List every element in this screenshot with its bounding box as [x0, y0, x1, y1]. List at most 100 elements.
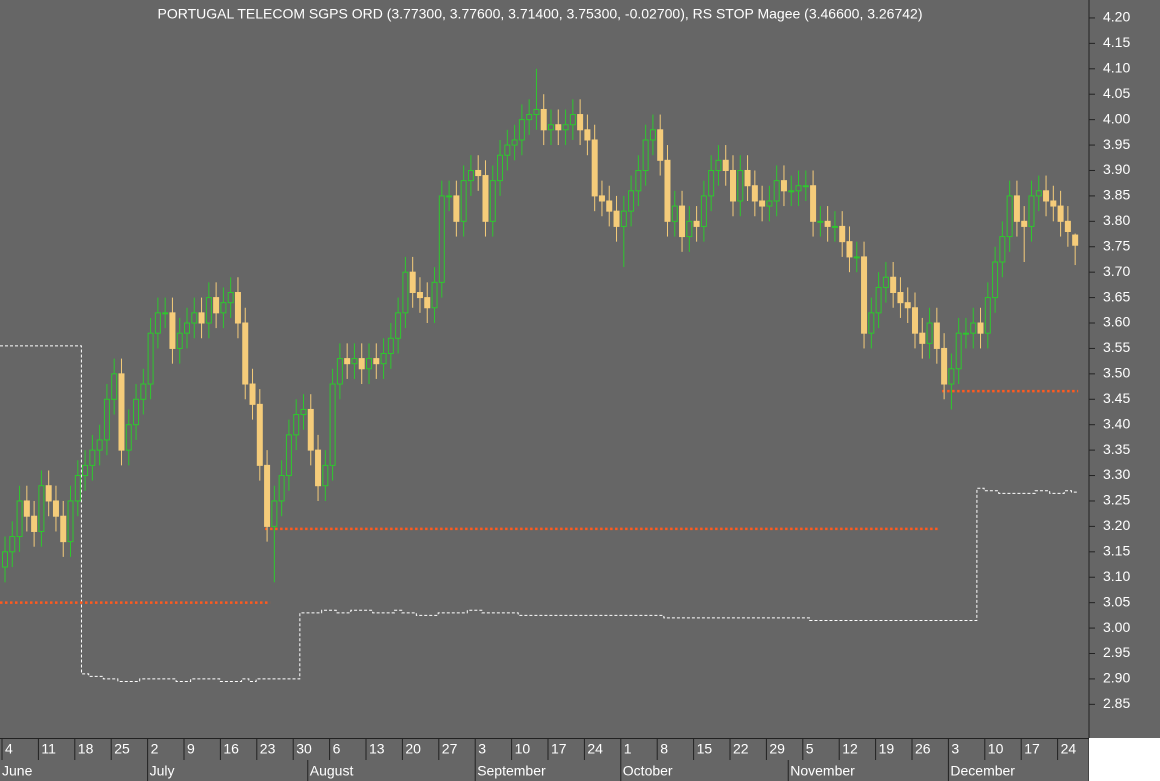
candle-body	[184, 322, 190, 334]
y-tick-label: 3.55	[1103, 339, 1130, 355]
candle-body	[868, 312, 875, 334]
x-tick-label: 20	[405, 741, 421, 757]
candle-body	[686, 220, 693, 238]
candle-body	[205, 297, 212, 324]
candle-body	[533, 108, 540, 116]
candle-body	[526, 114, 533, 121]
candle-body	[446, 195, 453, 198]
x-tick-label: 29	[769, 741, 785, 757]
candle-body	[1050, 200, 1057, 207]
candle-body	[23, 500, 30, 517]
x-tick-label: 3	[478, 741, 486, 757]
x-tick-label: 26	[915, 741, 931, 757]
x-tick-label: 17	[551, 741, 567, 757]
candle-body	[329, 383, 336, 466]
candle-body	[955, 332, 962, 370]
candle-body	[220, 302, 227, 314]
x-tick-label: 25	[114, 741, 130, 757]
candle-body	[416, 292, 423, 299]
candle-body	[591, 139, 598, 197]
candle-body	[242, 322, 249, 385]
candle-body	[344, 358, 351, 365]
x-tick-label: 2	[151, 741, 159, 757]
candle-body	[715, 159, 722, 171]
y-tick-label: 3.80	[1103, 212, 1130, 228]
y-tick-label: 4.15	[1103, 34, 1130, 50]
candle-body	[256, 403, 263, 466]
candle-body	[882, 276, 889, 288]
candle-body	[475, 169, 482, 177]
candle-body	[373, 358, 380, 365]
candle-body	[941, 347, 948, 385]
candle-body	[759, 200, 766, 207]
y-tick-label: 4.10	[1103, 59, 1130, 75]
x-tick-label: 11	[41, 741, 56, 757]
candle-body	[649, 129, 656, 141]
y-tick-label: 3.30	[1103, 466, 1130, 482]
y-tick-label: 3.90	[1103, 161, 1130, 177]
chart-title: PORTUGAL TELECOM SGPS ORD (3.77300, 3.77…	[157, 6, 922, 22]
corner	[1089, 738, 1160, 781]
candle-body	[1006, 195, 1013, 238]
candle-body	[948, 368, 955, 385]
candle-body	[154, 312, 161, 334]
candle-body	[773, 180, 780, 202]
candle-body	[620, 210, 627, 227]
candle-body	[118, 373, 125, 451]
candle-body	[67, 500, 74, 543]
candle-body	[140, 383, 147, 400]
x-tick-label: 17	[1024, 741, 1040, 757]
candle-body	[358, 358, 365, 370]
y-tick-label: 3.95	[1103, 136, 1130, 152]
month-label: November	[790, 763, 855, 779]
y-tick-label: 4.05	[1103, 85, 1130, 101]
candle-body	[380, 353, 387, 365]
candle-body	[802, 185, 809, 188]
y-tick-label: 3.60	[1103, 314, 1130, 330]
candle-body	[504, 144, 511, 156]
month-label: September	[477, 763, 546, 779]
candle-body	[708, 169, 715, 197]
candle-body	[766, 200, 773, 207]
candle-body	[780, 180, 787, 192]
candle-body	[919, 332, 926, 344]
candle-body	[52, 500, 59, 517]
candle-body	[613, 210, 620, 227]
candle-body	[598, 195, 605, 202]
candle-body	[38, 485, 45, 532]
candle-body	[970, 322, 977, 334]
candle-body	[642, 139, 649, 171]
y-tick-label: 3.25	[1103, 492, 1130, 508]
y-tick-label: 3.85	[1103, 187, 1130, 203]
candle-body	[664, 159, 671, 222]
candle-body	[933, 322, 940, 349]
candle-body	[657, 129, 664, 161]
month-label: October	[623, 763, 673, 779]
candle-body	[402, 271, 409, 314]
x-tick-label: 10	[988, 741, 1004, 757]
candle-body	[191, 312, 198, 324]
x-tick-label: 8	[660, 741, 668, 757]
candle-body	[904, 302, 911, 309]
candle-body	[671, 205, 678, 222]
candle-body	[307, 408, 314, 451]
x-tick-label: 16	[223, 741, 239, 757]
candle-body	[176, 332, 183, 349]
candle-body	[125, 424, 132, 451]
y-tick-label: 3.40	[1103, 415, 1130, 431]
y-tick-label: 3.15	[1103, 543, 1130, 559]
candle-body	[744, 169, 751, 187]
candle-body	[635, 169, 642, 192]
candle-body	[788, 190, 795, 193]
candle-body	[147, 332, 154, 385]
x-tick-label: 5	[806, 741, 814, 757]
candle-body	[824, 220, 831, 227]
candle-body	[227, 292, 234, 304]
candle-body	[853, 256, 860, 259]
candle-body	[431, 281, 438, 309]
x-tick-label: 18	[78, 741, 94, 757]
candle-body	[169, 312, 176, 349]
y-tick-label: 3.10	[1103, 568, 1130, 584]
candle-body	[679, 205, 686, 238]
y-tick-label: 3.20	[1103, 517, 1130, 533]
